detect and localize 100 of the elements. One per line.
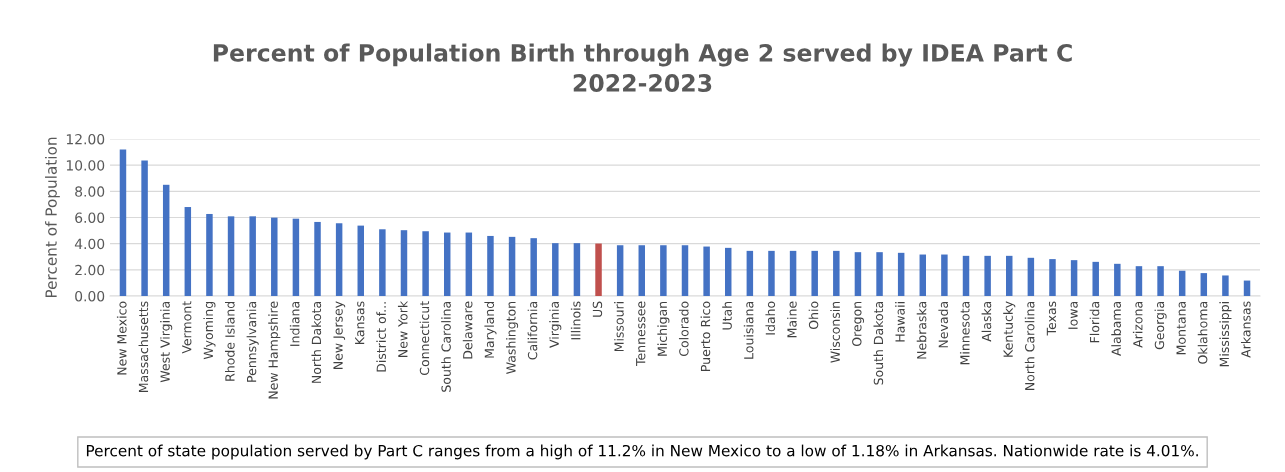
bar	[984, 255, 991, 296]
bar	[1092, 261, 1099, 296]
x-tick-label: South Carolina	[441, 302, 451, 392]
bar	[487, 235, 494, 296]
bar	[1178, 270, 1186, 296]
x-tick-label: Virginia	[549, 301, 562, 348]
bar	[1200, 273, 1208, 296]
x-tick-label: Alabama	[1111, 302, 1121, 356]
x-tick-label: Nebraska	[916, 302, 927, 359]
y-tick-label: 12.00	[66, 133, 105, 145]
bar	[768, 250, 775, 296]
x-tick-label: Colorado	[678, 301, 689, 357]
bar	[206, 213, 213, 296]
bar	[314, 221, 321, 296]
bar	[184, 207, 192, 296]
x-tick-label: Idaho	[765, 301, 776, 335]
bar	[530, 238, 537, 296]
x-tick-label: Wyoming	[203, 302, 216, 360]
x-tick-label: Texas	[1046, 301, 1057, 336]
y-tick-label: 2.00	[75, 264, 105, 276]
x-tick-label: Indiana	[289, 302, 300, 346]
bar	[746, 250, 754, 296]
x-tick-label: Arkansas	[1240, 301, 1251, 358]
bar	[1006, 255, 1013, 296]
bar	[1070, 260, 1078, 296]
y-tick-label: 0.00	[75, 290, 105, 302]
x-tick-label: West Virginia	[160, 301, 173, 383]
bar	[660, 245, 667, 296]
bar	[616, 245, 624, 296]
x-tick-label: Michigan	[657, 301, 670, 356]
bar	[227, 216, 235, 296]
bar	[1049, 259, 1056, 296]
x-tick-label: Oregon	[852, 301, 864, 347]
x-tick-label: Rhode Island	[225, 302, 235, 381]
bar	[141, 160, 148, 296]
bar	[1157, 266, 1164, 296]
bar	[422, 231, 429, 296]
x-tick-label: Oklahoma	[1197, 302, 1208, 364]
bar	[162, 184, 170, 296]
bar	[465, 232, 473, 296]
x-tick-label: North Carolina	[1024, 302, 1035, 390]
x-tick-label: Vermont	[182, 301, 192, 354]
x-tick-label: Missouri	[614, 302, 624, 352]
x-tick-label: Tennessee	[636, 301, 646, 367]
x-tick-label: Hawaii	[895, 302, 905, 342]
x-tick-label: California	[527, 302, 538, 360]
bar	[271, 217, 278, 296]
x-tick-label: New York	[397, 300, 408, 357]
x-tick-label: Maryland	[484, 302, 497, 358]
y-tick-label: 6.00	[75, 212, 105, 223]
bar	[941, 254, 948, 296]
bar	[508, 236, 516, 296]
chart-title: Percent of Population Birth through Age 2 served by IDEA Part C 2022-2023	[213, 43, 1072, 92]
bar	[811, 250, 818, 296]
x-tick-label: Delaware	[462, 301, 473, 359]
y-tick-label: 10.00	[66, 160, 105, 171]
bar	[249, 216, 256, 296]
bar	[443, 232, 451, 296]
bar	[919, 254, 927, 296]
x-tick-label: Washington	[506, 301, 519, 374]
y-tick-label: 8.00	[75, 186, 105, 197]
y-tick-label: 4.00	[74, 238, 105, 250]
bar	[1114, 263, 1121, 296]
x-tick-label: Kentucky	[1003, 301, 1016, 357]
bar	[1135, 266, 1143, 296]
bar	[335, 223, 343, 296]
x-tick-label: Wisconsin	[830, 301, 840, 363]
bar	[552, 243, 559, 296]
x-tick-label: Pennsylvania	[246, 302, 259, 382]
bar	[876, 252, 883, 296]
x-tick-label: Georgia	[1154, 302, 1167, 350]
x-tick-label: US	[592, 301, 603, 317]
x-tick-label: Iowa	[1068, 302, 1078, 329]
x-tick-label: Nevada	[938, 302, 949, 348]
x-tick-label: New Hampshire	[268, 301, 281, 399]
bar	[292, 218, 300, 296]
x-tick-label: District of...	[376, 302, 386, 372]
bar	[119, 149, 127, 296]
x-tick-label: Florida	[1089, 302, 1100, 343]
x-tick-label: Illinois	[570, 301, 581, 340]
x-tick-label: Connecticut	[419, 301, 430, 376]
y-axis-title: Percent of Population	[45, 137, 60, 298]
x-tick-label: Puerto Rico	[700, 301, 711, 371]
bar	[1027, 257, 1035, 296]
bar	[681, 245, 689, 296]
x-tick-label: Montana	[1176, 302, 1186, 355]
bar	[833, 250, 840, 296]
bar	[638, 245, 646, 296]
text: Percent of state population served by Part C ranges from a high of 11.2% in New Mexico to a low of 1.18% in Arkansas. Nationwide rate is 4.01%.	[86, 444, 1198, 460]
x-tick-label: Ohio	[808, 301, 819, 330]
x-tick-label: Louisiana	[743, 302, 754, 359]
x-tick-label: Maine	[787, 301, 797, 338]
bar	[789, 250, 797, 296]
bar	[400, 230, 408, 296]
x-tick-label: Utah	[722, 301, 732, 330]
x-tick-label: New Mexico	[116, 301, 127, 375]
x-tick-label: Kansas	[355, 301, 365, 344]
x-tick-label: Mississippi	[1219, 302, 1232, 367]
bar	[1243, 280, 1251, 296]
x-tick-label: Minnesota	[959, 302, 970, 365]
